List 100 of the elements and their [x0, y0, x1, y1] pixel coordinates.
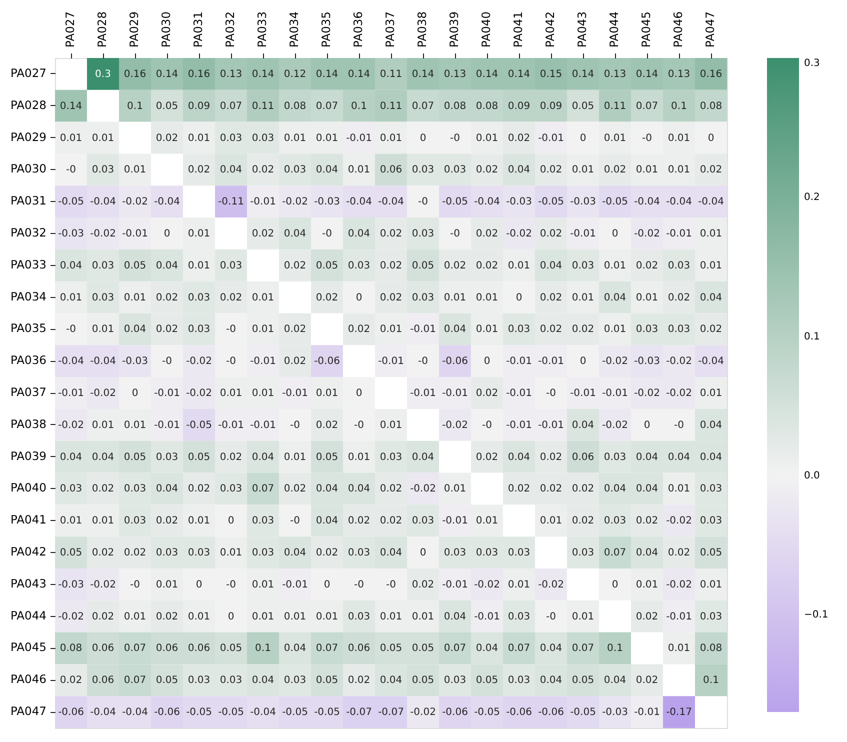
data-label: 0.05: [412, 643, 434, 654]
data-label: 0.01: [284, 132, 306, 144]
data-label: 0.03: [636, 324, 658, 336]
data-label: 0.02: [540, 452, 562, 463]
data-label: 0.04: [476, 643, 498, 654]
data-label: 0.1: [255, 643, 271, 654]
data-label: 0.02: [348, 324, 370, 336]
data-label: 0.03: [188, 548, 210, 559]
data-label: 0.01: [668, 132, 690, 144]
data-label: -0.07: [346, 707, 372, 718]
data-label: 0.02: [700, 324, 722, 336]
data-label: 0.01: [60, 132, 82, 144]
color-bar-label: −0.1: [804, 610, 828, 621]
data-label: -0.04: [154, 196, 180, 208]
data-label: 0.04: [700, 420, 722, 431]
data-label: 0.07: [636, 100, 658, 112]
data-label: -0.06: [58, 707, 84, 718]
data-label: 0.04: [252, 452, 274, 463]
data-label: -0.02: [666, 388, 692, 399]
data-label: -0: [418, 356, 428, 368]
data-label: 0.11: [380, 68, 402, 80]
data-label: 0.04: [348, 484, 370, 495]
data-label: 0.03: [700, 516, 722, 527]
data-label: 0.01: [284, 452, 306, 463]
data-label: 0.02: [156, 324, 178, 336]
data-label: 0.02: [508, 132, 530, 144]
data-label: -0.04: [90, 356, 116, 368]
data-label: 0.03: [348, 260, 370, 272]
data-label: 0.11: [380, 100, 402, 112]
data-label: 0.07: [444, 643, 466, 654]
data-label: 0: [612, 579, 618, 590]
data-label: 0.04: [540, 675, 562, 686]
data-label: 0.04: [284, 548, 306, 559]
data-label: -0.06: [154, 707, 180, 718]
data-label: -0: [450, 132, 460, 144]
data-label: 0.04: [156, 484, 178, 495]
data-label: 0.08: [700, 643, 722, 654]
data-label: 0.03: [412, 164, 434, 176]
data-label: 0: [228, 516, 234, 527]
data-label: -0.06: [314, 356, 340, 368]
data-label: 0.08: [60, 643, 82, 654]
data-label: -0.02: [506, 228, 532, 240]
data-label: 0.03: [220, 484, 242, 495]
data-label: 0.04: [316, 164, 338, 176]
data-label: 0.03: [156, 548, 178, 559]
data-label: 0.03: [508, 324, 530, 336]
data-label: -0.02: [58, 611, 84, 622]
data-label: 0.01: [572, 611, 594, 622]
data-label: -0.02: [58, 420, 84, 431]
data-label: 0.02: [668, 292, 690, 304]
data-label: 0.05: [572, 100, 594, 112]
data-label: 0: [164, 228, 170, 240]
color-bar-label: 0.2: [804, 192, 820, 204]
data-label: 0.01: [476, 132, 498, 144]
data-label: 0.01: [636, 579, 658, 590]
x-tick-label: PA032: [223, 11, 237, 48]
y-tick-label: PA038: [10, 416, 46, 431]
data-label: -0.04: [698, 196, 724, 208]
data-label: -0.01: [506, 356, 532, 368]
data-label: -0.02: [90, 579, 116, 590]
data-label: 0: [644, 420, 650, 431]
data-label: 0.03: [220, 260, 242, 272]
data-label: -0.17: [666, 707, 692, 718]
y-tick-label: PA042: [10, 544, 46, 559]
data-label: 0.03: [380, 452, 402, 463]
data-label: 0.05: [220, 643, 242, 654]
data-label: 0.01: [124, 420, 146, 431]
data-label: 0.04: [668, 452, 690, 463]
data-label: 0.05: [412, 260, 434, 272]
x-tick-label: PA037: [383, 11, 397, 48]
data-label: 0.03: [220, 132, 242, 144]
data-label: 0.02: [60, 675, 82, 686]
data-label: 0.04: [316, 516, 338, 527]
data-label: 0.02: [540, 164, 562, 176]
data-label: 0.1: [703, 675, 719, 686]
data-label: 0.01: [188, 611, 210, 622]
data-label: 0.01: [668, 484, 690, 495]
data-label: -0: [450, 228, 460, 240]
data-label: -0.03: [58, 579, 84, 590]
data-label: 0.04: [636, 452, 658, 463]
y-tick-label: PA035: [10, 321, 46, 336]
data-label: 0.03: [348, 611, 370, 622]
data-label: -0.05: [186, 707, 212, 718]
data-label: -0.02: [666, 579, 692, 590]
data-label: 0.03: [348, 548, 370, 559]
data-label: 0: [484, 356, 490, 368]
data-label: 0.02: [540, 484, 562, 495]
data-label: 0.01: [636, 292, 658, 304]
data-label: -0.02: [442, 420, 468, 431]
data-label: -0.01: [410, 388, 436, 399]
data-label: 0.02: [508, 484, 530, 495]
data-label: 0.03: [284, 675, 306, 686]
data-label: -0.01: [250, 196, 276, 208]
data-label: 0.04: [60, 260, 82, 272]
data-label: 0.02: [476, 260, 498, 272]
data-label: 0.04: [92, 452, 114, 463]
data-label: 0.01: [604, 260, 626, 272]
data-label: 0.02: [156, 611, 178, 622]
data-label: -0.01: [538, 132, 564, 144]
data-label: 0.14: [572, 68, 594, 80]
